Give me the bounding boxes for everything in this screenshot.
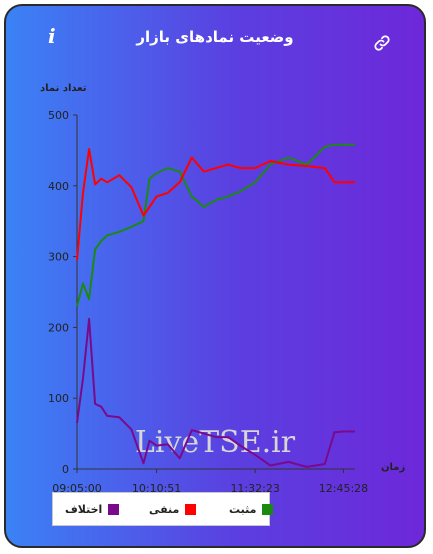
legend-item-positive[interactable]: مثبت [229, 493, 274, 525]
link-icon[interactable] [373, 34, 391, 52]
page-title: وضعیت نمادهای بازار [136, 28, 294, 46]
legend-label-positive: مثبت [229, 502, 257, 516]
y-tick-label: 200 [48, 321, 69, 334]
x-tick-label: 10:10:51 [132, 482, 181, 495]
series-line-2 [76, 317, 355, 468]
info-icon[interactable]: i [48, 24, 56, 48]
series-line-0 [76, 143, 355, 307]
legend-item-negative[interactable]: منفی [149, 493, 197, 525]
x-tick-label: 11:32:23 [230, 482, 279, 495]
y-axis-label: تعداد نماد [40, 83, 87, 94]
watermark: LiveTSE.ir [135, 425, 296, 460]
x-axis-label: زمان [381, 462, 405, 473]
series-line-1 [76, 148, 355, 261]
chart-legend: مثبت منفی اختلاف [52, 492, 274, 526]
legend-swatch-negative [185, 503, 197, 515]
legend-swatch-difference [108, 503, 120, 515]
card-header: i وضعیت نمادهای بازار [6, 6, 424, 58]
x-tick-label: 12:45:28 [319, 482, 368, 495]
legend-item-difference[interactable]: اختلاف [65, 493, 120, 525]
x-tick-label: 09:05:00 [52, 482, 101, 495]
chart-card: i وضعیت نمادهای بازار [4, 4, 426, 548]
y-tick-label: 400 [48, 180, 69, 193]
y-tick-label: 0 [62, 463, 69, 476]
legend-label-difference: اختلاف [65, 502, 103, 516]
y-tick-label: 300 [48, 251, 69, 264]
y-tick-label: 100 [48, 392, 69, 405]
legend-label-negative: منفی [149, 502, 180, 516]
legend-swatch-positive [262, 503, 274, 515]
y-tick-label: 500 [48, 109, 69, 122]
